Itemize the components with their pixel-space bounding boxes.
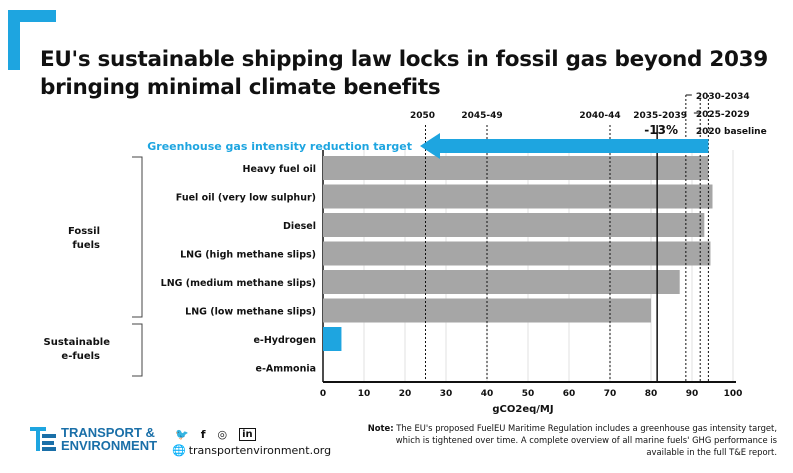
bar-0 xyxy=(323,156,709,180)
x-tick-30: 30 xyxy=(440,389,453,399)
group-label-fossil-1: Fossil xyxy=(68,226,100,237)
corner-logo-mark xyxy=(8,10,56,70)
note-text: The EU's proposed FuelEU Maritime Regula… xyxy=(393,423,777,457)
group-label-efuels-1: Sustainable xyxy=(44,337,111,348)
instagram-icon[interactable]: ◎ xyxy=(217,428,228,441)
title-line-2: bringing minimal climate benefits xyxy=(40,75,441,100)
group-labels: Fossil fuels Sustainable e-fuels xyxy=(44,156,143,377)
ref-label-0: 2050 xyxy=(410,111,435,121)
reference-lines: 2050 2045-49 2040-44 2035-2039 2030-2034 2025… xyxy=(410,92,767,382)
ref-label-6: 2020 baseline xyxy=(696,127,767,137)
group-bracket-efuels xyxy=(132,323,143,377)
linkedin-icon[interactable]: in xyxy=(239,428,256,441)
org-line-1: TRANSPORT & xyxy=(61,425,155,440)
x-axis-label: gCO2eq/MJ xyxy=(492,404,553,415)
target-reduction-label: -13% xyxy=(644,123,678,137)
ref-label-1: 2045-49 xyxy=(461,111,502,121)
x-tick-10: 10 xyxy=(358,389,371,399)
category-label-5: LNG (low methane slips) xyxy=(185,307,316,318)
te-logo-text: TRANSPORT & ENVIRONMENT xyxy=(61,426,157,452)
bar-4 xyxy=(323,270,680,294)
x-tick-90: 90 xyxy=(686,389,699,399)
footnote: Note: The EU's proposed FuelEU Maritime … xyxy=(357,422,777,458)
target-arrow: Greenhouse gas intensity reduction targe… xyxy=(147,133,709,159)
x-tick-50: 50 xyxy=(522,389,535,399)
ref-label-5: 2025-2029 xyxy=(696,110,750,120)
target-label: Greenhouse gas intensity reduction targe… xyxy=(147,140,412,153)
te-logo[interactable]: TRANSPORT & ENVIRONMENT xyxy=(30,425,157,453)
note-bold: Note: xyxy=(367,423,394,433)
te-logo-icon xyxy=(30,427,56,451)
bar-2 xyxy=(323,213,705,237)
group-label-efuels-2: e-fuels xyxy=(61,351,100,362)
x-tick-100: 100 xyxy=(724,389,743,399)
category-label-6: e-Hydrogen xyxy=(253,335,316,346)
x-tick-40: 40 xyxy=(481,389,494,399)
target-arrow-shape xyxy=(420,133,709,159)
x-tick-60: 60 xyxy=(563,389,576,399)
bar-1 xyxy=(323,184,713,209)
category-label-1: Fuel oil (very low sulphur) xyxy=(176,193,316,204)
group-bracket-fossil xyxy=(132,156,143,318)
social-links: 🐦 f ◎ in xyxy=(175,428,256,441)
group-label-fossil-2: fuels xyxy=(72,240,100,251)
bar-chart: 2050 2045-49 2040-44 2035-20392030-20342025… xyxy=(44,92,767,415)
x-tick-20: 20 xyxy=(399,389,412,399)
bars xyxy=(323,156,713,351)
org-line-2: ENVIRONMENT xyxy=(61,438,158,453)
x-tick-70: 70 xyxy=(604,389,617,399)
website-link[interactable]: 🌐 transportenvironment.org xyxy=(172,444,331,457)
website-text: transportenvironment.org xyxy=(188,444,332,457)
category-label-2: Diesel xyxy=(283,221,316,232)
chart-title: EU's sustainable shipping law locks in f… xyxy=(40,46,768,102)
facebook-icon[interactable]: f xyxy=(200,428,206,441)
twitter-icon[interactable]: 🐦 xyxy=(175,428,189,441)
bar-6 xyxy=(323,327,342,351)
category-label-0: Heavy fuel oil xyxy=(243,164,316,175)
ref-label-2: 2040-44 xyxy=(579,111,620,121)
category-labels: Heavy fuel oil Fuel oil (very low sulphur… xyxy=(161,164,317,375)
title-line-1: EU's sustainable shipping law locks in f… xyxy=(40,47,768,72)
ref-label-4: 2030-2034 xyxy=(696,92,750,102)
x-axis: 0 10 20 30 40 50 60 70 80 90 100 gCO2eq/MJ xyxy=(320,381,743,415)
x-tick-0: 0 xyxy=(320,389,326,399)
category-label-7: e-Ammonia xyxy=(256,364,317,375)
category-label-3: LNG (high methane slips) xyxy=(180,250,316,261)
category-label-4: LNG (medium methane slips) xyxy=(161,278,316,289)
bar-3 xyxy=(323,241,711,266)
ref-label-3: 2035-2039 xyxy=(633,111,687,121)
globe-icon: 🌐 xyxy=(172,444,186,457)
x-tick-80: 80 xyxy=(645,389,658,399)
